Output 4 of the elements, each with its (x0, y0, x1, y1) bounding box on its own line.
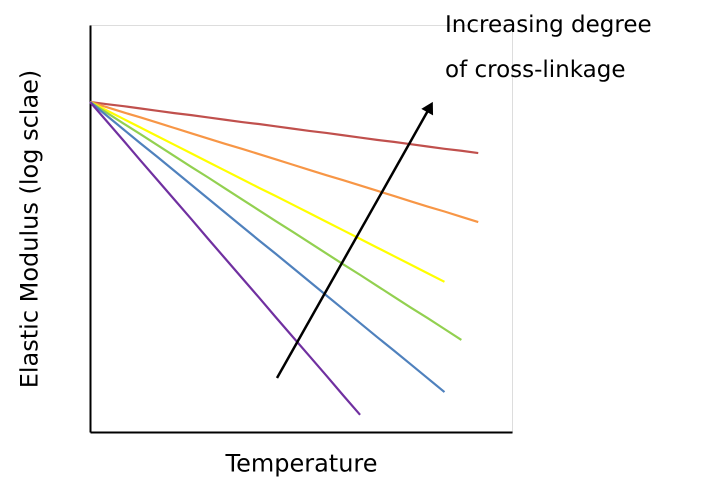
y-axis-title: Elastic Modulus (log sclae) (16, 70, 44, 388)
text: Increasing degree (445, 12, 652, 38)
x-axis-title: Temperature (224, 450, 378, 478)
text: of cross-linkage (445, 57, 626, 83)
